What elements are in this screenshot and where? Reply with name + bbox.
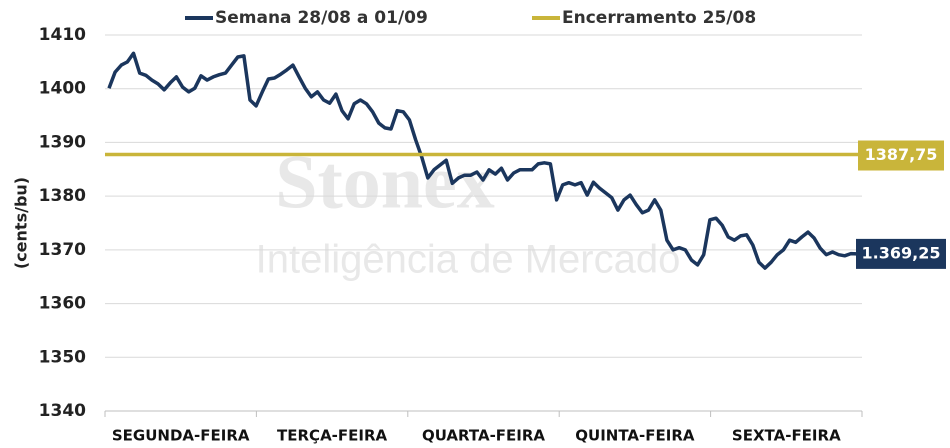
x-tick-label: QUINTA-FEIRA — [575, 427, 695, 445]
x-tick-label: QUARTA-FEIRA — [422, 427, 545, 445]
y-tick-label: 1360 — [39, 294, 86, 314]
legend: Semana 28/08 a 01/09 Encerramento 25/08 — [185, 8, 756, 28]
watermark-text: Inteligência de Mercado — [256, 238, 681, 282]
x-tick-label: SEXTA-FEIRA — [732, 427, 841, 445]
y-tick-label: 1340 — [39, 401, 86, 421]
y-tick-label: 1390 — [39, 132, 86, 152]
end-label-box — [858, 140, 944, 171]
x-tick-label: SEGUNDA-FEIRA — [112, 427, 250, 445]
legend-label: Encerramento 25/08 — [562, 8, 756, 28]
y-tick-label: 1350 — [39, 347, 86, 367]
end-label-box — [856, 238, 946, 269]
end-label: 1387,75 — [865, 145, 938, 164]
legend-label: Semana 28/08 a 01/09 — [215, 8, 428, 28]
series-line — [107, 51, 858, 270]
y-tick-label: 1400 — [39, 79, 86, 99]
x-tick-label: TERÇA-FEIRA — [277, 427, 387, 445]
y-tick-label: 1380 — [39, 186, 86, 206]
y-axis-label: (cents/bu) — [12, 177, 31, 269]
end-label: 1.369,25 — [862, 243, 941, 262]
y-tick-label: 1370 — [39, 240, 86, 260]
y-tick-label: 1410 — [39, 25, 86, 45]
